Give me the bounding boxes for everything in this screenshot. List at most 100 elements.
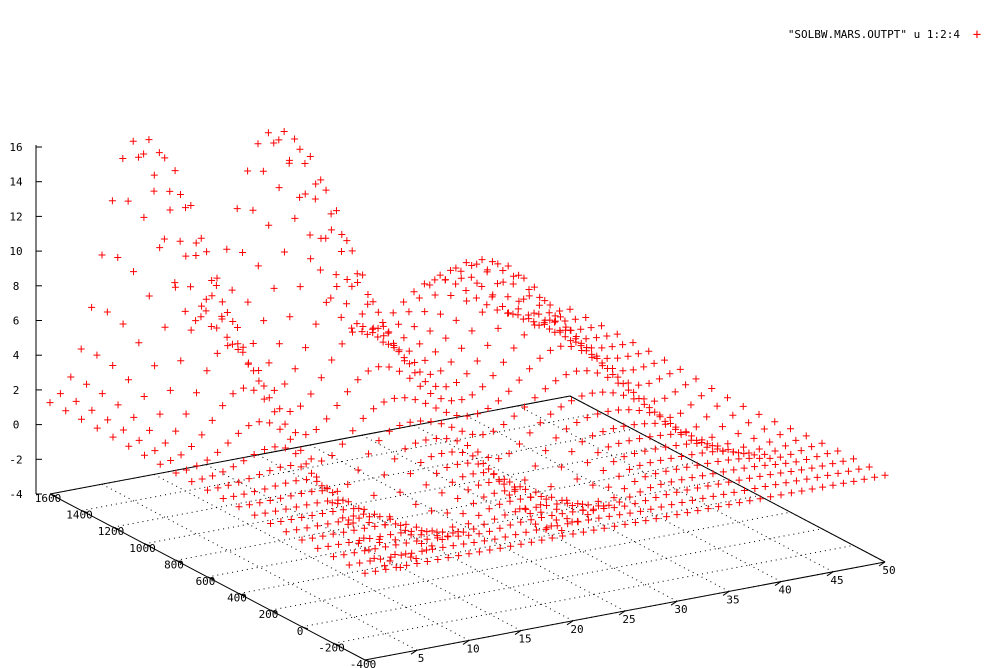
data-point [213,274,221,282]
data-point [261,509,269,517]
data-point [392,541,400,549]
data-point [636,507,644,515]
data-point [177,357,185,365]
data-point [661,417,669,425]
data-point [474,410,482,418]
data-point [666,420,674,428]
data-point [464,520,472,528]
data-point [616,511,624,519]
data-point [499,358,507,366]
data-point [553,522,561,530]
data-point [239,249,247,257]
data-point [646,433,654,441]
data-point [172,469,180,477]
y-tick-label: -200 [318,641,345,654]
data-point [808,443,816,451]
data-point [328,499,336,507]
data-point [308,534,316,542]
data-point [547,483,555,491]
data-point [411,396,419,404]
data-point [348,324,356,332]
data-point [599,388,607,396]
data-point [343,237,351,245]
data-point [276,405,284,413]
data-point [531,462,539,470]
data-point [249,339,257,347]
data-point [829,481,837,489]
data-point [421,378,429,386]
data-point [578,438,586,446]
data-point [233,205,241,213]
grid-line-y [175,461,697,561]
data-point [423,535,431,543]
data-point [67,373,75,381]
data-point [374,333,382,341]
data-point [192,239,200,247]
data-point [311,195,319,203]
data-point [442,408,450,416]
data-point [322,186,330,194]
data-point [524,311,532,319]
data-point [655,375,663,383]
data-point [480,520,488,528]
data-point [417,539,425,547]
data-point [600,502,608,510]
data-point [293,526,301,534]
data-point [469,499,477,507]
data-point [359,323,367,331]
data-point [348,247,356,255]
data-point [693,461,701,469]
data-point [522,528,530,536]
data-point [171,167,179,175]
data-point [297,463,305,471]
data-point [636,488,644,496]
data-point [219,402,227,410]
data-point [203,456,211,464]
data-point [642,497,649,505]
data-point [772,481,780,489]
data-point [317,176,325,184]
data-point [457,267,465,275]
data-point [303,501,311,509]
data-point [223,245,231,253]
data-point [480,493,488,501]
data-point [214,484,222,492]
data-point [212,281,220,289]
data-point [171,279,179,287]
data-point [713,402,721,410]
data-point [369,298,377,306]
data-point [515,271,523,279]
data-point [428,527,436,535]
data-point [460,540,468,548]
data-point [338,440,346,448]
data-point [500,480,508,488]
tick-labels: 5101520253035404550-400-2000200400600800… [9,141,895,668]
data-point [364,367,372,375]
data-point [479,383,487,391]
data-point [412,439,419,447]
data-point [250,488,258,496]
data-point [465,531,473,539]
data-point [687,436,695,444]
data-point [353,320,361,328]
data-point [135,339,143,347]
data-point [361,547,369,555]
data-point [635,407,643,415]
data-point [522,505,530,513]
data-point [558,527,566,535]
data-point [275,184,283,192]
data-point [656,431,664,439]
data-point [724,456,732,464]
data-point [787,467,795,475]
data-point [360,505,368,513]
data-point [468,327,476,335]
data-point [281,444,289,452]
data-point [182,204,189,212]
data-point [496,500,504,508]
data-point [865,463,873,471]
data-point [334,500,342,508]
data-point [678,498,686,506]
data-point [426,281,434,289]
data-point [140,150,148,158]
data-point [282,505,290,513]
